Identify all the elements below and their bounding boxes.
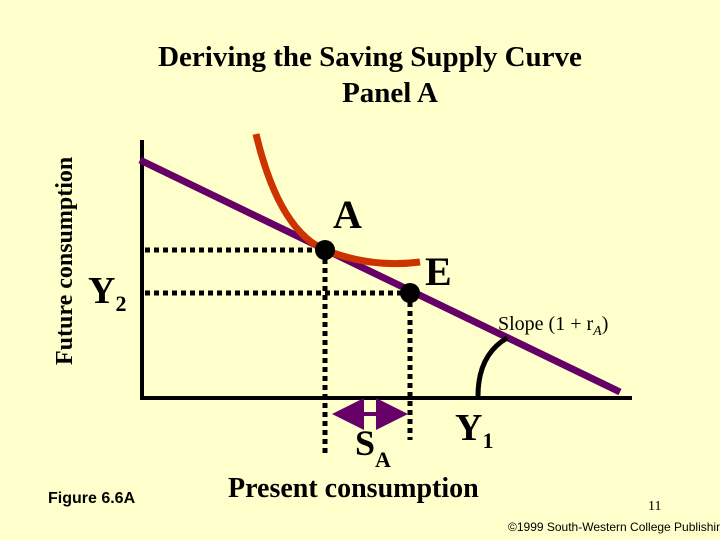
figure-label: Figure 6.6A [48,490,136,507]
text: ) [602,313,609,335]
label-a: A [333,192,362,237]
guides [145,247,413,455]
subscript: A [375,447,391,472]
text: Y [88,270,115,312]
y-axis-label: Future consumption [52,157,78,365]
label-e: E [425,249,452,294]
budget-line [138,156,622,396]
text: S [355,423,375,463]
subscript: A [592,324,602,339]
label-sa: SA [355,423,391,472]
copyright: ©1999 South-Western College Publishing [508,520,720,534]
page-number: 11 [648,499,661,514]
slope-arc [475,335,509,397]
title: Deriving the Saving Supply Curve [158,41,582,73]
label-slope: Slope (1 + rA) [498,313,608,339]
point-a [315,240,335,260]
subscript: 2 [115,291,126,316]
subscript: 1 [482,428,493,453]
x-axis-label: Present consumption [228,473,479,504]
text: Slope (1 + r [498,313,593,335]
label-y2: Y2 [88,270,126,316]
point-e [400,283,420,303]
text: Y [455,407,482,449]
label-y1: Y1 [455,407,493,453]
subtitle: Panel A [342,77,438,109]
